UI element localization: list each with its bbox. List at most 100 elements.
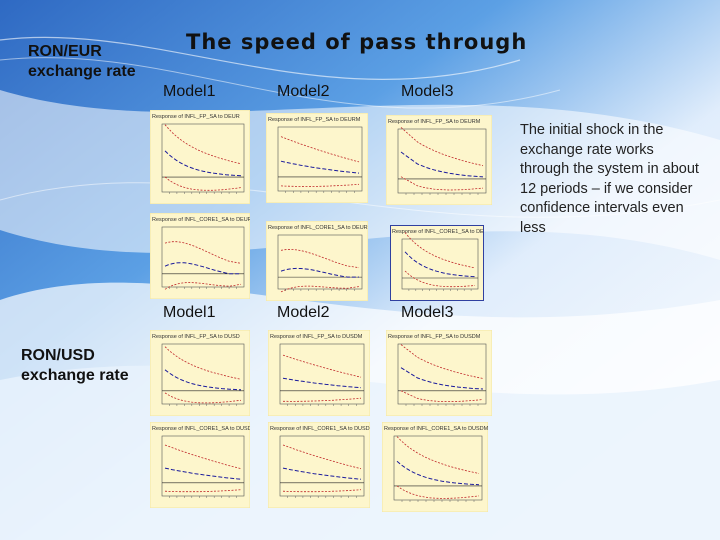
irf-chart: Response of INFL_FP_SA to DUSDM xyxy=(268,330,370,416)
irf-panel-title: Response of INFL_CORE1_SA to DUSDM xyxy=(270,426,370,432)
irf-panel-title: Response of INFL_CORE1_SA to DUSD xyxy=(152,426,250,432)
irf-lower-band xyxy=(164,282,242,290)
irf-panel-title: Response of INFL_CORE1_SA to DEUR xyxy=(152,217,250,223)
irf-panel-title: Response of INFL_FP_SA to DEUR xyxy=(152,114,240,120)
irf-upper-band xyxy=(282,354,362,378)
irf-upper-band xyxy=(404,232,476,269)
irf-chart: Response of INFL_FP_SA to DEURM xyxy=(266,113,368,203)
model1-top-label: Model1 xyxy=(163,83,216,100)
irf-lower-band xyxy=(164,489,242,493)
irf-response-line xyxy=(400,367,484,390)
irf-plot-frame xyxy=(279,435,365,497)
irf-panel: Response of INFL_CORE1_SA to DUSDM xyxy=(382,422,488,512)
irf-panel-title: Response of INFL_CORE1_SA to DEURM xyxy=(268,225,368,231)
irf-panel-title: Response of INFL_CORE1_SA to DEURM xyxy=(392,229,484,235)
irf-panel: Response of INFL_CORE1_SA to DEUR xyxy=(150,213,250,299)
irf-panel-background xyxy=(382,422,488,512)
irf-panel: Response of INFL_CORE1_SA to DUSDM xyxy=(268,422,370,508)
irf-plot-frame xyxy=(161,343,245,405)
irf-panel: Response of INFL_CORE1_SA to DUSD xyxy=(150,422,250,508)
irf-chart: Response of INFL_FP_SA to DEUR xyxy=(150,110,250,204)
irf-response-line xyxy=(164,150,242,177)
model2-top-label: Model2 xyxy=(277,83,330,100)
irf-response-line xyxy=(282,377,362,389)
explanation-text: The initial shock in the exchange rate w… xyxy=(520,122,699,236)
irf-panel-title: Response of INFL_CORE1_SA to DUSDM xyxy=(384,426,488,432)
irf-lower-band xyxy=(283,397,362,402)
irf-chart: Response of INFL_FP_SA to DUSDM xyxy=(386,330,492,416)
irf-upper-band xyxy=(164,124,242,165)
irf-lower-band xyxy=(282,489,362,493)
irf-plot-frame xyxy=(397,128,487,194)
irf-plot-frame xyxy=(277,234,363,290)
irf-chart: Response of INFL_CORE1_SA to DEURM xyxy=(266,221,368,301)
irf-chart: Response of INFL_CORE1_SA to DUSDM xyxy=(382,422,488,512)
model2-bottom-label: Model2 xyxy=(277,304,330,321)
irf-plot-frame xyxy=(401,238,479,290)
irf-plot-frame xyxy=(397,343,487,405)
irf-chart: Response of INFL_FP_SA to DUSD xyxy=(150,330,250,416)
irf-panel: Response of INFL_CORE1_SA to DEURM xyxy=(390,225,484,301)
irf-chart: Response of INFL_FP_SA to DEURM xyxy=(386,115,492,205)
irf-panel: Response of INFL_FP_SA to DEURM xyxy=(266,113,368,203)
irf-panel-background xyxy=(150,422,250,508)
irf-upper-band xyxy=(400,127,484,167)
irf-upper-band xyxy=(164,444,242,470)
irf-upper-band xyxy=(396,436,480,474)
irf-chart: Response of INFL_CORE1_SA to DEURM xyxy=(390,225,484,301)
slide-title: The speed of pass through xyxy=(186,30,528,54)
irf-lower-band xyxy=(164,176,242,191)
irf-lower-band xyxy=(404,270,476,288)
irf-lower-band xyxy=(396,485,480,499)
irf-lower-band xyxy=(164,392,242,404)
irf-panel-background xyxy=(386,330,492,416)
ron-eur-label: RON/EUR exchange rate xyxy=(28,42,136,82)
irf-upper-band xyxy=(164,241,242,264)
irf-panel-title: Response of INFL_FP_SA to DEURM xyxy=(268,117,361,123)
irf-plot-frame xyxy=(279,343,365,405)
irf-lower-band xyxy=(280,285,360,293)
irf-panel-background xyxy=(150,330,250,416)
irf-response-line xyxy=(280,160,360,174)
irf-plot-frame xyxy=(277,126,363,192)
irf-response-line xyxy=(396,460,480,486)
irf-plot-frame xyxy=(393,435,483,501)
irf-plot-frame xyxy=(161,123,245,193)
ron-usd-label: RON/USD exchange rate xyxy=(21,346,129,386)
irf-response-line xyxy=(400,151,484,178)
irf-upper-band xyxy=(164,346,242,380)
irf-panel-background xyxy=(390,225,484,301)
irf-panel: Response of INFL_CORE1_SA to DEURM xyxy=(266,221,368,301)
irf-panel: Response of INFL_FP_SA to DUSDM xyxy=(268,330,370,416)
irf-lower-band xyxy=(400,390,484,402)
irf-panel-background xyxy=(266,113,368,203)
irf-panel-title: Response of INFL_FP_SA to DEURM xyxy=(388,119,481,125)
irf-panel-title: Response of INFL_FP_SA to DUSD xyxy=(152,334,240,340)
irf-response-line xyxy=(164,467,242,480)
irf-response-line xyxy=(280,267,359,278)
irf-plot-frame xyxy=(161,226,245,288)
irf-chart: Response of INFL_CORE1_SA to DEUR xyxy=(150,213,250,299)
irf-panel: Response of INFL_FP_SA to DUSDM xyxy=(386,330,492,416)
model1-bottom-label: Model1 xyxy=(163,304,216,321)
irf-panel: Response of INFL_FP_SA to DUSD xyxy=(150,330,250,416)
irf-chart: Response of INFL_CORE1_SA to DUSDM xyxy=(268,422,370,508)
irf-panel: Response of INFL_FP_SA to DEURM xyxy=(386,115,492,205)
model3-bottom-label: Model3 xyxy=(401,304,454,321)
irf-lower-band xyxy=(400,176,484,191)
ron-usd-label-line1: RON/USD xyxy=(21,347,95,364)
irf-lower-band xyxy=(280,183,360,187)
irf-response-line xyxy=(282,467,362,480)
irf-panel-background xyxy=(150,213,250,299)
ron-usd-label-line2: exchange rate xyxy=(21,367,129,384)
irf-panel-title: Response of INFL_FP_SA to DUSDM xyxy=(270,334,363,340)
irf-response-line xyxy=(164,369,242,391)
ron-eur-label-line2: exchange rate xyxy=(28,63,136,80)
irf-plot-frame xyxy=(161,435,245,497)
irf-upper-band xyxy=(280,248,360,269)
irf-response-line xyxy=(164,262,241,275)
irf-panel: Response of INFL_FP_SA to DEUR xyxy=(150,110,250,204)
model3-top-label: Model3 xyxy=(401,83,454,100)
irf-panel-background xyxy=(268,330,370,416)
irf-response-line xyxy=(404,251,476,278)
